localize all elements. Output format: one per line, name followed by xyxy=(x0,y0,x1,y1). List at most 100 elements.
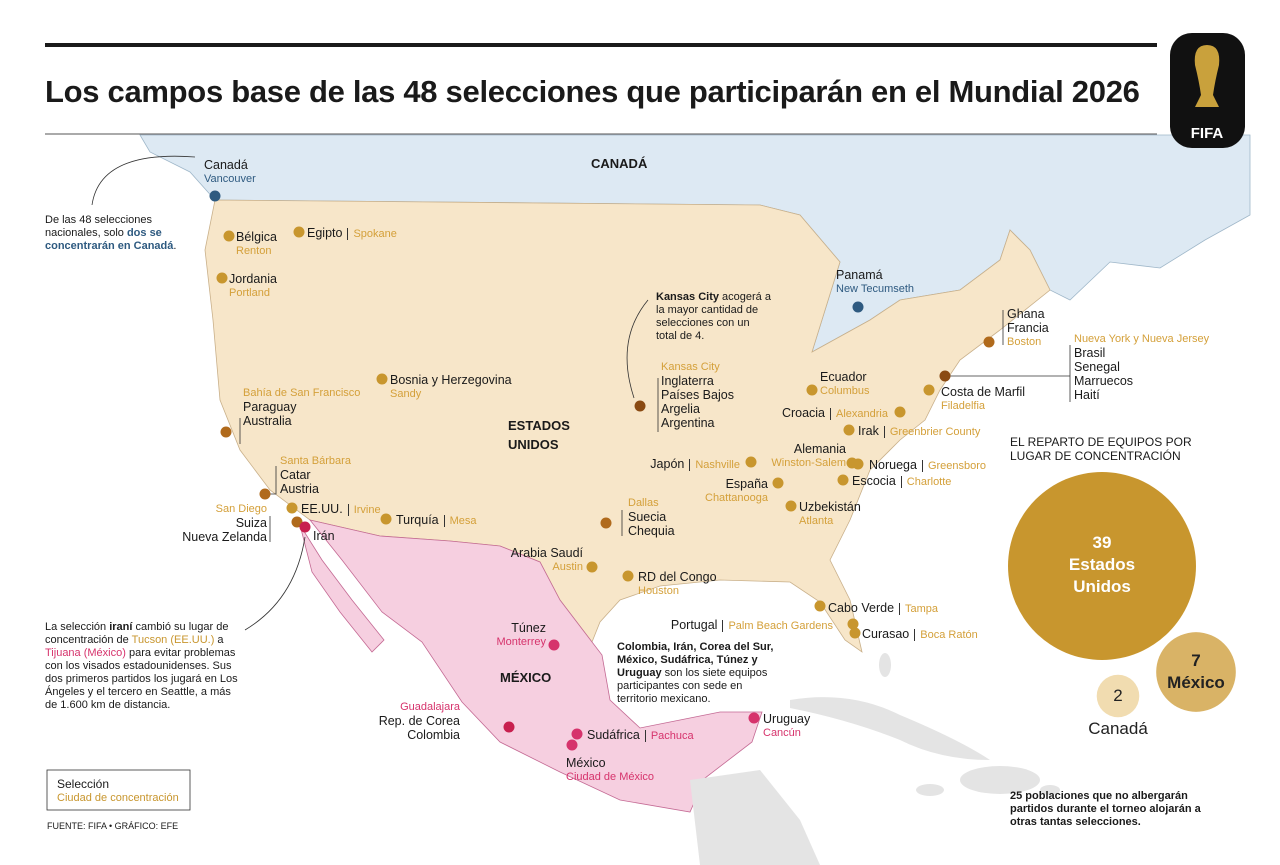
note-part: Tijuana (México) xyxy=(45,647,126,659)
canada-arrow xyxy=(91,155,196,206)
site-dot xyxy=(852,301,864,313)
bubble xyxy=(1008,472,1196,660)
site-team: Bélgica xyxy=(236,230,277,244)
region-label: CANADÁ xyxy=(591,156,648,171)
logo-trophy xyxy=(1194,45,1220,107)
site-label: Nueva York y Nueva Jersey Brasil Senegal Ma… xyxy=(1074,332,1209,402)
site-city: Nashville xyxy=(689,459,740,471)
site-dot xyxy=(548,639,560,651)
site-label: Japón Nashville xyxy=(650,457,740,472)
site-team: Rep. de Corea xyxy=(378,714,460,728)
site-label: Dallas Suecia Chequia xyxy=(628,496,675,538)
legend: Selección Ciudad de concentración xyxy=(57,777,179,805)
site-team: Sudáfrica xyxy=(587,728,640,742)
site-city: Austin xyxy=(552,561,583,573)
site-team: España xyxy=(725,477,768,491)
note-part: De las 48 selecciones nacionales, solo xyxy=(45,214,153,239)
site-team: Argentina xyxy=(661,416,715,430)
site-label: San Diego Suiza Nueva Zelanda xyxy=(182,502,267,544)
note-part: acogerá a la mayor cantidad de seleccion… xyxy=(656,291,771,342)
site-team: Escocia xyxy=(852,474,896,488)
bubble-value: 2 xyxy=(1113,686,1123,705)
site-label: Irán xyxy=(313,529,335,543)
site-city: Palm Beach Gardens xyxy=(722,620,833,632)
site-dot xyxy=(806,384,818,396)
site-team: Catar xyxy=(280,468,311,482)
site-team: Suecia xyxy=(628,510,667,524)
note: De las 48 selecciones nacionales, solo d… xyxy=(45,214,185,253)
site-team: Canadá xyxy=(204,158,248,172)
site-dot xyxy=(939,370,951,382)
site-city: Renton xyxy=(236,245,272,257)
iran-arrow xyxy=(244,536,306,631)
site-city: Nueva York y Nueva Jersey xyxy=(1074,333,1210,345)
site-team: Arabia Saudí xyxy=(510,546,583,560)
site-label: RD del Congo Houston xyxy=(638,570,717,598)
site-team: Cabo Verde xyxy=(828,601,895,615)
site-team: Bosnia y Herzegovina xyxy=(390,373,512,387)
site-dot xyxy=(216,272,228,284)
central-america xyxy=(690,770,820,865)
site-team: Países Bajos xyxy=(661,388,734,402)
jamaica xyxy=(916,784,944,796)
site-city: Winston-Salem xyxy=(771,457,846,469)
site-team: Chequia xyxy=(628,524,675,538)
bubble-label: 7 México xyxy=(1136,650,1256,694)
logo-text: FIFA xyxy=(1191,125,1224,142)
note-part: iraní xyxy=(109,621,133,633)
site-team: Alemania xyxy=(793,442,846,456)
summary-title: EL REPARTO DE EQUIPOS POR LUGAR DE CONCE… xyxy=(1010,435,1192,463)
caribbean xyxy=(690,653,1060,865)
site-label: España Chattanooga xyxy=(705,477,768,505)
site-dot xyxy=(259,488,271,500)
site-team: Inglaterra xyxy=(661,374,714,388)
site-city: Vancouver xyxy=(204,173,256,185)
site-dot xyxy=(223,230,235,242)
site-city: Greensboro xyxy=(921,460,987,472)
site-team: Portugal xyxy=(670,618,718,632)
site-team: Senegal xyxy=(1074,360,1120,374)
site-dot xyxy=(894,406,906,418)
site-city: Sandy xyxy=(390,388,422,400)
site-dot xyxy=(586,561,598,573)
site-team: Brasil xyxy=(1074,346,1106,360)
note-part: Colombia, Irán, Corea del Sur, México, S… xyxy=(617,641,774,679)
site-team: Croacia xyxy=(781,406,826,420)
site-dot xyxy=(299,521,311,533)
summary-note: 25 poblaciones que no albergarán partido… xyxy=(1010,790,1201,828)
site-label: Costa de Marfil Filadelfia xyxy=(941,385,1025,413)
site-dot xyxy=(622,570,634,582)
note: Colombia, Irán, Corea del Sur, México, S… xyxy=(617,641,782,706)
site-dot xyxy=(291,516,303,528)
site-label: Turquía Mesa xyxy=(396,513,477,528)
site-team: Colombia xyxy=(407,728,460,742)
site-dot xyxy=(293,226,305,238)
region-label: MÉXICO xyxy=(500,670,552,685)
site-label: Sudáfrica Pachuca xyxy=(587,728,694,743)
site-label: Noruega Greensboro xyxy=(869,458,987,473)
site-city: Spokane xyxy=(347,228,397,240)
site-team: Panamá xyxy=(836,268,883,282)
site-dot xyxy=(852,458,864,470)
site-label: EE.UU. Irvine xyxy=(301,502,381,517)
site-city: Bahía de San Francisco xyxy=(243,387,361,399)
site-label: Arabia Saudí Austin xyxy=(511,546,583,574)
note-part: La selección xyxy=(45,621,110,633)
site-label: Túnez Monterrey xyxy=(496,621,546,649)
site-city: Guadalajara xyxy=(400,701,460,713)
site-dot xyxy=(376,373,388,385)
site-city: Boston xyxy=(1007,336,1042,348)
site-city: Irvine xyxy=(347,504,381,516)
source: FUENTE: FIFA • GRÁFICO: EFE xyxy=(47,821,179,831)
site-label: Alemania Winston-Salem xyxy=(771,442,846,470)
site-team: Nueva Zelanda xyxy=(182,530,267,544)
mexico-land xyxy=(308,519,763,813)
site-dot xyxy=(571,728,583,740)
site-label: Cabo Verde Tampa xyxy=(828,601,939,616)
site-city: Charlotte xyxy=(900,476,952,488)
site-label: Ecuador Columbus xyxy=(820,370,870,398)
site-city: New Tecumseth xyxy=(836,283,915,295)
site-label: Uzbekistán Atlanta xyxy=(799,500,861,528)
site-team: Argelia xyxy=(661,402,700,416)
